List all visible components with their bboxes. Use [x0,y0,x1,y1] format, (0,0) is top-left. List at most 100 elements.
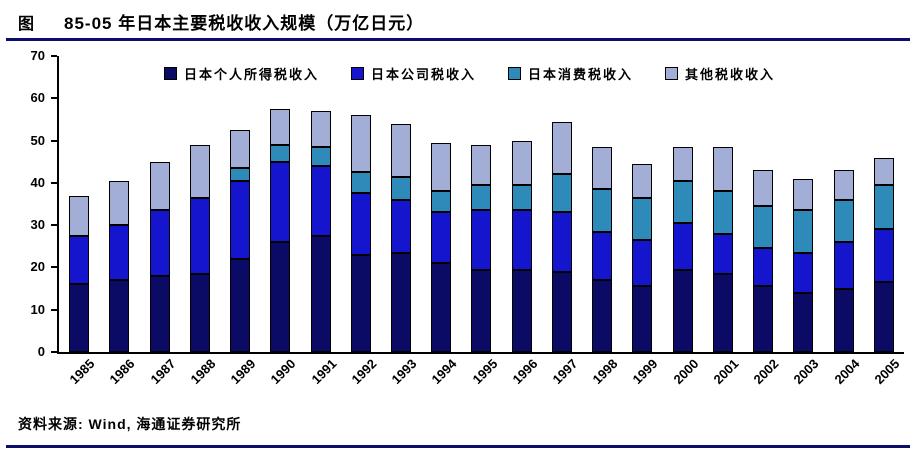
bar-segment [753,206,774,249]
footer-rule [6,445,910,448]
x-tick-label: 1988 [187,356,219,388]
bar-segment [873,229,894,283]
bar-segment [149,210,170,276]
bar-group: 1986 [99,56,139,387]
bar-segment [592,146,613,190]
bar-segment [511,210,532,270]
x-tick-label: 1989 [227,356,259,388]
bar-segment [592,189,613,232]
bar-segment [551,174,572,213]
bar-segment [109,225,130,281]
bar-segment [793,252,814,293]
bar-segment [310,235,331,352]
bar-group: 2001 [703,56,743,387]
y-tick-mark [51,224,57,227]
stacked-bar [592,56,613,352]
bar-group: 2003 [783,56,823,387]
x-tick-label: 1996 [509,356,541,388]
bar-segment [270,108,291,145]
bar-segment [230,180,251,259]
chart-title: 85-05 年日本主要税收收入规模（万亿日元） [64,14,425,33]
bar-segment [69,284,90,352]
bar-segment [390,252,411,352]
bar-segment [793,210,814,253]
y-tick-label: 30 [30,217,45,233]
bar-segment [270,144,291,162]
bar-segment [672,269,693,352]
bar-segment [753,248,774,287]
y-axis: 0 10 20 30 40 50 60 70 [0,48,57,359]
stacked-bar [672,56,693,352]
x-tick-label: 1990 [267,356,299,388]
bar-segment [189,273,210,352]
stacked-bar [793,56,814,352]
bar-segment [712,273,733,352]
stacked-bar [712,56,733,352]
y-tick-label: 10 [30,301,45,317]
bar-segment [431,191,452,213]
bar-group: 2005 [864,56,904,387]
bar-segment [149,161,170,211]
bar-group: 2002 [743,56,783,387]
bar-segment [833,288,854,352]
x-tick-label: 1986 [106,356,138,388]
chart-header: 图 85-05 年日本主要税收收入规模（万亿日元） [18,9,904,34]
bar-group: 1989 [220,56,260,387]
bar-segment [230,258,251,352]
bar-segment [350,172,371,194]
bar-group: 1987 [139,56,179,387]
bar-group: 1994 [421,56,461,387]
bar-segment [873,282,894,352]
bar-group: 1998 [582,56,622,387]
stacked-bar [270,56,291,352]
bar-group: 1996 [502,56,542,387]
x-tick-label: 1991 [308,356,340,388]
stacked-bar [873,56,894,352]
x-tick-label: 1999 [629,356,662,388]
bar-segment [833,242,854,289]
bar-segment [712,191,733,234]
stacked-bar [471,56,492,352]
bar-group: 2004 [823,56,863,387]
legend-label: 日本公司税收入 [371,67,477,82]
y-tick-label: 40 [30,174,45,190]
stacked-bar [833,56,854,352]
bar-segment [390,123,411,177]
bar-segment [109,280,130,352]
bar-segment [390,176,411,200]
bar-segment [511,140,532,185]
bar-segment [753,286,774,352]
x-tick-label: 1985 [66,356,98,388]
bar-group: 1991 [300,56,340,387]
legend-label: 日本个人所得税收入 [184,67,320,82]
bar-group: 1997 [542,56,582,387]
x-tick-label: 2005 [871,356,903,388]
bar-group: 1995 [461,56,501,387]
x-tick-label: 1992 [348,356,380,388]
stacked-bar [431,56,452,352]
bar-segment [672,146,693,181]
bar-segment [350,254,371,352]
bar-group: 1985 [59,56,99,387]
bar-segment [753,170,774,207]
legend-item: 日本个人所得税收入 [164,64,319,83]
source-note: 资料来源: Wind, 海通证券研究所 [18,416,242,432]
stacked-bar [230,56,251,352]
bar-segment [793,178,814,211]
stacked-bar [69,56,90,352]
x-tick-label: 2000 [670,356,702,388]
bar-segment [511,269,532,352]
bar-segment [672,223,693,270]
bar-segment [632,286,653,352]
stacked-bar [310,56,331,352]
bar-segment [551,121,572,175]
legend-label: 日本消费税收入 [528,67,634,82]
legend-item: 日本消费税收入 [508,64,633,83]
y-tick-mark [51,351,57,353]
legend-swatch [665,67,679,80]
bar-group: 1992 [341,56,381,387]
y-tick-label: 70 [30,48,45,63]
bar-segment [471,185,492,211]
bar-segment [310,111,331,147]
bar-group: 1999 [622,56,662,387]
